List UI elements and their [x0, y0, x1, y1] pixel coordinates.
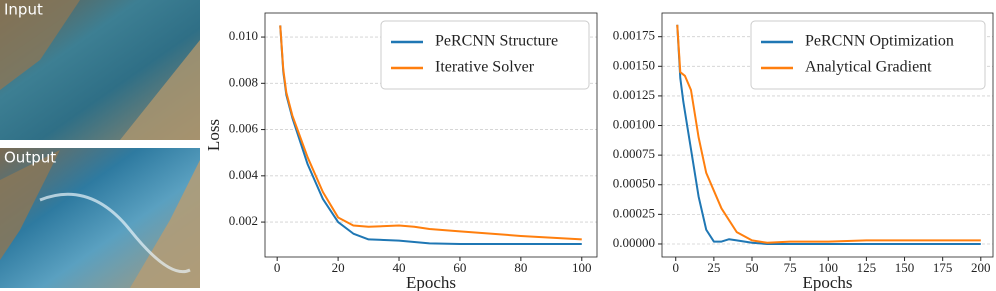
legend-label: PeRCNN Structure	[435, 33, 558, 50]
x-tick-label: 0	[274, 260, 281, 275]
x-tick-label: 40	[393, 260, 406, 275]
x-tick-label: 20	[332, 260, 345, 275]
y-tick-label: 0.002	[229, 213, 258, 228]
input-image: Input	[0, 0, 200, 140]
x-tick-label: 125	[857, 260, 877, 275]
plot-frame	[661, 12, 994, 258]
y-tick-label: 0.00000	[613, 235, 655, 250]
legend-label: PeRCNN Optimization	[805, 33, 954, 50]
image-label: Input	[4, 1, 43, 19]
x-tick-label: 100	[572, 260, 592, 275]
x-tick-label: 175	[933, 260, 953, 275]
x-tick-label: 60	[453, 260, 466, 275]
y-tick-label: 0.010	[229, 28, 258, 43]
x-tick-label: 200	[971, 260, 991, 275]
plot-frame	[264, 12, 598, 258]
y-tick-label: 0.004	[229, 167, 259, 182]
x-axis-label: Epochs	[406, 273, 456, 291]
y-axis-label: Loss	[204, 119, 223, 151]
x-tick-label: 50	[745, 260, 758, 275]
x-tick-label: 80	[514, 260, 527, 275]
legend: PeRCNN Structure Iterative Solver	[380, 20, 590, 90]
legend-box	[380, 20, 590, 90]
y-tick-label: 0.006	[229, 121, 259, 136]
x-tick-label: 100	[819, 260, 839, 275]
chart: 0.00000 0.00025 0.00050 0.00075 0.00100 0.001…	[613, 12, 994, 291]
y-tick-label: 0.00100	[613, 117, 655, 132]
x-tick-label: 0	[672, 260, 679, 275]
y-tick-label: 0.00150	[613, 57, 655, 72]
legend: PeRCNN Optimization Analytical Gradient	[750, 20, 986, 90]
image-label: Output	[4, 149, 56, 167]
data-line	[279, 25, 582, 241]
output-image: Output	[0, 148, 200, 288]
x-tick-label: 150	[895, 260, 915, 275]
y-tick-label: 0.00050	[613, 176, 655, 191]
y-tick-label: 0.008	[229, 74, 258, 89]
y-tick-label: 0.00175	[613, 28, 655, 43]
y-tick-label: 0.00125	[613, 87, 655, 102]
y-tick-label: 0.00025	[613, 205, 655, 220]
chart: 0.002 0.004 0.006 0.008 0.010 0 20 40 60 80 100 Epo…	[204, 12, 598, 291]
data-line	[676, 24, 981, 244]
data-line	[676, 24, 981, 245]
x-tick-label: 75	[784, 260, 797, 275]
y-tick-label: 0.00075	[613, 146, 655, 161]
x-axis-label: Epochs	[802, 273, 852, 291]
x-tick-label: 25	[707, 260, 720, 275]
legend-label: Analytical Gradient	[805, 59, 932, 76]
legend-label: Iterative Solver	[435, 59, 535, 76]
legend-box	[750, 20, 986, 90]
